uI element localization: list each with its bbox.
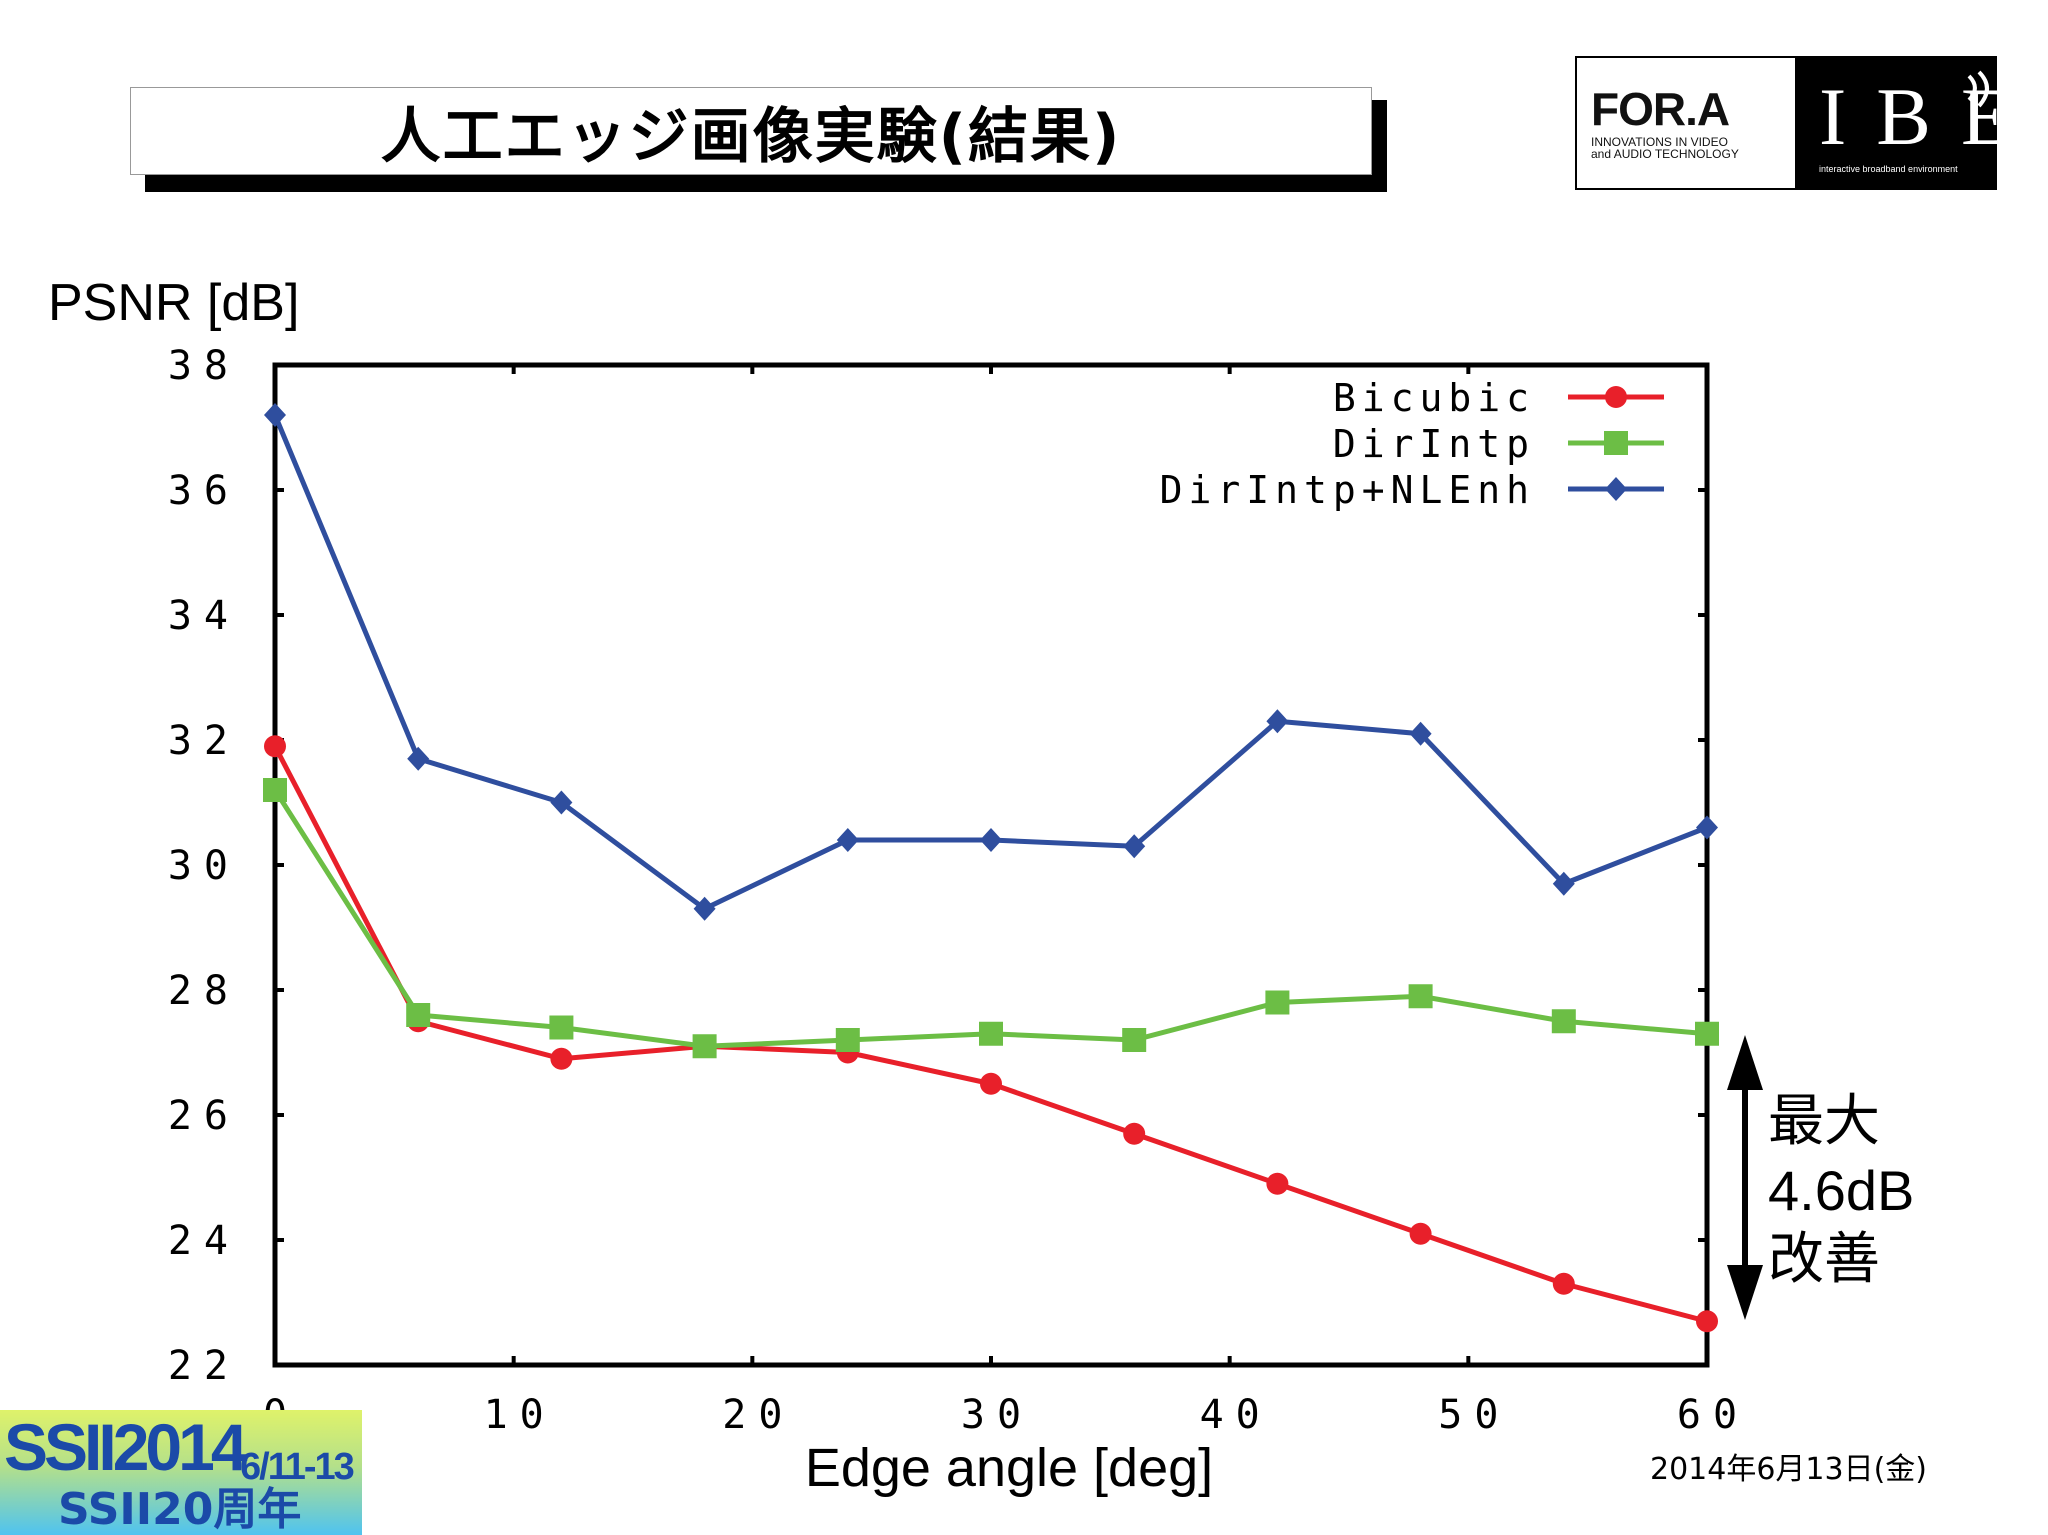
slide-title: 人工エッジ画像実験(結果): [130, 87, 1372, 175]
legend-label-Bicubic: Bicubic: [1333, 376, 1535, 420]
data-point-DirIntp: [549, 1015, 574, 1040]
fora-tagline-2: and AUDIO TECHNOLOGY: [1591, 147, 1739, 161]
fora-wordmark: FOR.A: [1591, 83, 1730, 135]
data-point-DirIntp+NLEnh: [264, 403, 286, 427]
data-point-Bicubic: [1266, 1172, 1289, 1195]
data-point-Bicubic: [1696, 1310, 1718, 1333]
y-tick-label: 24: [168, 1218, 240, 1264]
data-point-DirIntp: [1122, 1028, 1147, 1052]
data-point-DirIntp: [692, 1034, 717, 1059]
improvement-arrow: [1727, 1035, 1763, 1320]
legend-label-DirIntp: DirIntp: [1333, 422, 1535, 466]
data-point-DirIntp: [1265, 990, 1290, 1015]
data-point-DirIntp: [979, 1021, 1003, 1046]
ssii-2014-badge: SSII2014 6/11-13 SSII20周年: [0, 1410, 362, 1535]
y-tick-label: 26: [168, 1093, 240, 1139]
x-tick-label: 50: [1438, 1392, 1510, 1438]
data-point-DirIntp+NLEnh: [1696, 815, 1718, 840]
data-point-DirIntp+NLEnh: [980, 828, 1002, 852]
x-tick-label: 40: [1200, 1392, 1272, 1438]
y-tick-label: 22: [168, 1343, 240, 1389]
signal-waves-icon: [1967, 70, 1989, 108]
data-point-DirIntp: [1695, 1021, 1719, 1046]
x-tick-label: 60: [1677, 1392, 1749, 1438]
y-tick-label: 32: [168, 718, 240, 764]
ssii-badge-main: SSII2014: [4, 1410, 248, 1484]
data-point-DirIntp+NLEnh: [407, 746, 430, 771]
data-point-DirIntp+NLEnh: [1266, 709, 1289, 734]
y-tick-label: 28: [168, 968, 240, 1014]
legend-label-DirIntp+NLEnh: DirIntp+NLEnh: [1160, 468, 1535, 512]
x-axis-label: Edge angle [deg]: [805, 1438, 1213, 1498]
fora-tagline-1: INNOVATIONS IN VIDEO: [1591, 135, 1728, 149]
y-axis-label: PSNR [dB]: [48, 274, 299, 332]
annotation-line-1: 最大: [1768, 1089, 1880, 1154]
axes-layer: 2224262830323436380102030405060: [168, 343, 1749, 1438]
data-point-DirIntp+NLEnh: [1123, 834, 1146, 859]
fora-logo: FOR.A INNOVATIONS IN VIDEO and AUDIO TEC…: [1577, 58, 1795, 188]
data-point-DirIntp: [263, 778, 287, 802]
data-point-Bicubic: [1552, 1272, 1575, 1295]
series-layer: [263, 403, 1719, 1333]
data-point-DirIntp: [1551, 1009, 1576, 1034]
legend-marker-DirIntp+NLEnh: [1605, 477, 1627, 501]
data-point-DirIntp+NLEnh: [836, 828, 859, 852]
ibe-tagline: interactive broadband environment: [1819, 164, 1958, 174]
slide-date: 2014年6月13日(金): [1650, 1452, 1928, 1487]
data-point-Bicubic: [1123, 1122, 1146, 1145]
data-point-DirIntp+NLEnh: [693, 896, 716, 921]
ssii-badge-sub: SSII20周年: [58, 1484, 302, 1535]
y-tick-label: 36: [168, 468, 240, 514]
data-point-DirIntp: [406, 1003, 431, 1027]
data-point-Bicubic: [980, 1072, 1002, 1095]
legend-marker-Bicubic: [1605, 386, 1627, 408]
data-point-Bicubic: [1409, 1222, 1432, 1245]
data-point-DirIntp+NLEnh: [550, 790, 573, 815]
company-logo: FOR.A INNOVATIONS IN VIDEO and AUDIO TEC…: [1575, 56, 2011, 190]
ibe-logo: IBE interactive broadband environment: [1795, 58, 2011, 188]
data-point-Bicubic: [264, 735, 286, 758]
data-point-DirIntp+NLEnh: [1409, 721, 1432, 746]
x-tick-label: 10: [484, 1392, 556, 1438]
y-tick-label: 38: [168, 343, 240, 389]
annotation-line-3: 改善: [1768, 1227, 1880, 1292]
data-point-DirIntp+NLEnh: [1552, 871, 1575, 896]
data-point-Bicubic: [550, 1047, 573, 1070]
annotation-line-2: 4.6dB: [1768, 1159, 1914, 1222]
ssii-badge-dates: 6/11-13: [240, 1446, 355, 1488]
y-tick-label: 30: [168, 843, 240, 889]
ibe-wordmark: IBE: [1819, 71, 2042, 162]
data-point-DirIntp: [1408, 984, 1433, 1009]
x-tick-label: 30: [961, 1392, 1033, 1438]
legend-marker-DirIntp: [1604, 431, 1628, 455]
data-point-DirIntp: [835, 1028, 860, 1052]
x-tick-label: 20: [722, 1392, 794, 1438]
plot-frame: [272, 362, 1710, 1368]
y-tick-label: 34: [168, 593, 240, 639]
